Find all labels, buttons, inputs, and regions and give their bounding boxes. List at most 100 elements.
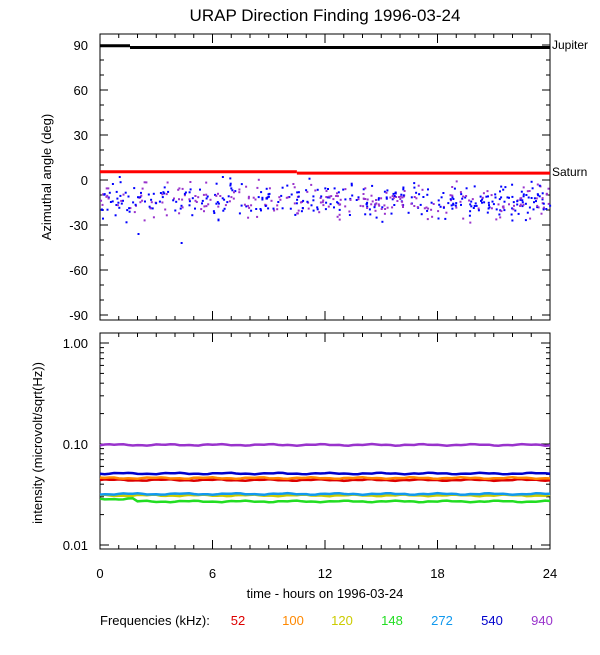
azimuth-point bbox=[468, 199, 471, 202]
azimuth-point bbox=[238, 212, 241, 215]
azimuth-point bbox=[492, 203, 495, 206]
azimuth-point bbox=[536, 183, 539, 186]
azimuth-point bbox=[383, 204, 386, 207]
azimuth-point bbox=[100, 199, 103, 202]
azimuth-point bbox=[118, 206, 121, 209]
azimuth-point bbox=[326, 196, 329, 199]
azimuth-point bbox=[214, 193, 217, 196]
azimuth-point bbox=[338, 218, 341, 221]
azimuth-point bbox=[223, 207, 226, 210]
azimuth-point bbox=[296, 191, 299, 194]
intensity-series-52 bbox=[99, 477, 551, 483]
azimuth-point bbox=[538, 195, 541, 198]
azimuth-point bbox=[451, 194, 454, 197]
azimuth-point bbox=[191, 197, 194, 200]
azimuth-point bbox=[276, 208, 279, 211]
azimuth-point bbox=[350, 182, 353, 185]
azimuth-point bbox=[265, 187, 268, 190]
azimuth-point bbox=[470, 200, 473, 203]
azimuth-point bbox=[327, 188, 329, 190]
azimuth-point bbox=[162, 191, 165, 194]
azimuth-point bbox=[383, 190, 386, 193]
azimuth-point bbox=[415, 197, 418, 200]
azimuth-point bbox=[203, 205, 206, 208]
azimuth-point bbox=[167, 190, 170, 193]
azimuth-point bbox=[205, 197, 208, 200]
azimuth-point bbox=[378, 204, 381, 207]
azimuth-point bbox=[520, 190, 523, 193]
azimuth-point bbox=[312, 195, 315, 198]
azimuth-point bbox=[366, 205, 369, 208]
azimuth-point bbox=[545, 208, 548, 210]
azimuth-point bbox=[290, 193, 293, 196]
azimuth-point bbox=[470, 205, 473, 208]
azimuth-point bbox=[230, 187, 233, 190]
azimuth-point bbox=[108, 191, 111, 194]
azimuth-point bbox=[527, 196, 530, 199]
azimuth-point bbox=[510, 213, 513, 216]
azimuth-point bbox=[511, 219, 514, 222]
azimuth-point bbox=[318, 211, 321, 214]
azimuth-point bbox=[325, 196, 328, 198]
azimuth-point bbox=[517, 212, 520, 215]
intensity-y-tick-label: 0.01 bbox=[63, 538, 88, 553]
azimuth-point bbox=[124, 191, 127, 194]
azimuth-point bbox=[393, 195, 396, 197]
azimuth-point bbox=[336, 195, 339, 198]
azimuth-point bbox=[278, 196, 281, 199]
azimuth-point bbox=[391, 198, 394, 201]
azimuth-point bbox=[362, 193, 365, 195]
azimuth-point bbox=[422, 196, 425, 198]
azimuth-point bbox=[449, 194, 452, 197]
azimuth-point bbox=[289, 207, 292, 210]
azimuth-point bbox=[508, 196, 510, 199]
azimuth-point bbox=[413, 182, 416, 185]
azimuth-point bbox=[137, 196, 139, 199]
azimuth-point bbox=[415, 191, 418, 194]
azimuth-point bbox=[384, 208, 387, 210]
azimuth-point bbox=[163, 186, 166, 189]
azimuth-point bbox=[147, 193, 150, 196]
azimuth-point bbox=[201, 202, 203, 205]
azimuth-point bbox=[487, 195, 489, 198]
azimuth-point bbox=[516, 200, 519, 203]
azimuth-point bbox=[166, 181, 169, 184]
azimuth-point bbox=[402, 194, 405, 197]
azimuth-point bbox=[224, 204, 227, 207]
azimuth-point bbox=[440, 196, 443, 199]
azimuth-point bbox=[256, 215, 259, 218]
azimuth-point bbox=[102, 217, 104, 220]
azimuth-point bbox=[178, 187, 181, 190]
azimuth-point bbox=[511, 207, 514, 210]
azimuth-point bbox=[139, 201, 142, 204]
azimuth-point bbox=[339, 203, 342, 206]
azimuth-point bbox=[398, 196, 400, 198]
azimuth-point bbox=[324, 187, 327, 190]
azimuth-point bbox=[460, 193, 463, 196]
azimuth-point bbox=[359, 204, 362, 207]
azimuth-point bbox=[410, 202, 413, 205]
azimuth-point bbox=[542, 208, 545, 211]
legend-item-148: 148 bbox=[381, 613, 403, 628]
azimuth-point bbox=[325, 190, 328, 192]
azimuth-point bbox=[481, 201, 483, 204]
azimuth-point bbox=[366, 207, 369, 209]
azimuth-point bbox=[180, 204, 183, 207]
azimuth-point bbox=[521, 201, 524, 204]
azimuth-point bbox=[325, 201, 328, 204]
azimuth-point bbox=[365, 203, 368, 206]
azimuth-point bbox=[240, 183, 243, 186]
azimuth-point bbox=[344, 205, 347, 208]
azimuth-point bbox=[525, 194, 528, 196]
azimuth-point bbox=[465, 195, 468, 197]
azimuth-point bbox=[500, 185, 503, 188]
azimuth-point bbox=[502, 205, 505, 208]
azimuth-point bbox=[339, 198, 342, 201]
azimuth-point bbox=[117, 201, 120, 204]
azimuth-point bbox=[503, 200, 506, 203]
azimuth-point bbox=[519, 197, 522, 200]
azimuth-point bbox=[530, 180, 533, 183]
azimuth-point bbox=[500, 210, 503, 213]
azimuth-point bbox=[151, 207, 154, 210]
azimuth-point bbox=[537, 206, 540, 209]
